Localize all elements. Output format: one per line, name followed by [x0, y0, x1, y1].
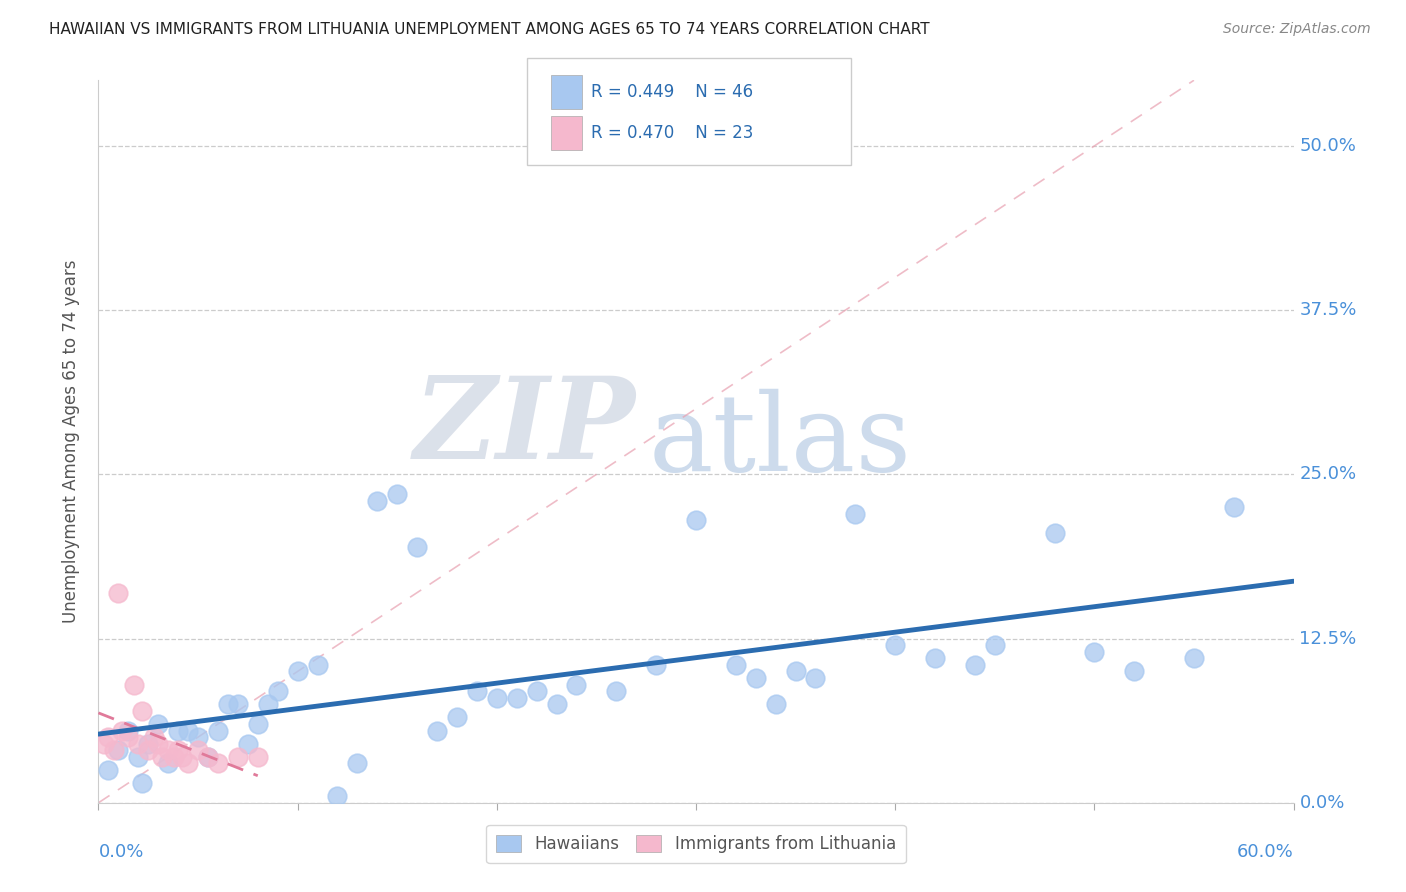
Point [197, 749, 219, 764]
Point [465, 684, 488, 698]
Point [217, 698, 239, 712]
Point [446, 710, 468, 724]
Point [645, 657, 668, 672]
Point [93, 737, 115, 751]
Point [207, 723, 229, 738]
Point [506, 690, 529, 705]
Point [1123, 665, 1146, 679]
Point [167, 743, 190, 757]
Point [117, 723, 139, 738]
Point [745, 671, 768, 685]
Text: R = 0.449    N = 46: R = 0.449 N = 46 [591, 83, 752, 101]
Point [256, 698, 278, 712]
Point [107, 743, 129, 757]
Point [226, 749, 249, 764]
Point [136, 737, 159, 751]
Point [107, 585, 129, 599]
Point [187, 743, 209, 757]
Text: 0.0%: 0.0% [1299, 794, 1346, 812]
Point [924, 651, 946, 665]
Point [605, 684, 627, 698]
Point [1223, 500, 1246, 515]
Point [287, 665, 309, 679]
Point [163, 749, 186, 764]
Point [167, 723, 190, 738]
Point [207, 756, 229, 771]
Point [366, 493, 388, 508]
Text: 0.0%: 0.0% [98, 843, 143, 861]
Text: R = 0.470    N = 23: R = 0.470 N = 23 [591, 124, 752, 142]
Point [785, 665, 807, 679]
Point [148, 737, 170, 751]
Point [226, 698, 249, 712]
Text: 60.0%: 60.0% [1237, 843, 1294, 861]
Point [177, 723, 200, 738]
Point [804, 671, 827, 685]
Point [124, 677, 146, 691]
Point [724, 657, 747, 672]
Point [984, 638, 1007, 652]
Point [326, 789, 349, 804]
Point [884, 638, 907, 652]
Point [765, 698, 787, 712]
Point [97, 730, 120, 744]
Text: 25.0%: 25.0% [1299, 466, 1357, 483]
Point [546, 698, 568, 712]
Point [844, 507, 866, 521]
Point [187, 730, 209, 744]
Point [117, 730, 139, 744]
Point [1043, 526, 1066, 541]
Text: 50.0%: 50.0% [1299, 137, 1357, 155]
Text: ZIP: ZIP [415, 372, 637, 483]
Legend: Hawaiians, Immigrants from Lithuania: Hawaiians, Immigrants from Lithuania [486, 825, 905, 863]
Text: Source: ZipAtlas.com: Source: ZipAtlas.com [1223, 22, 1371, 37]
Point [136, 743, 159, 757]
Point [150, 749, 173, 764]
Point [157, 756, 180, 771]
Point [127, 749, 149, 764]
Point [426, 723, 449, 738]
Point [197, 749, 219, 764]
Point [963, 657, 986, 672]
Text: atlas: atlas [648, 389, 911, 494]
Point [565, 677, 588, 691]
Point [1083, 645, 1105, 659]
Point [131, 776, 153, 790]
Point [148, 717, 170, 731]
Point [236, 737, 259, 751]
Point [307, 657, 329, 672]
Point [685, 513, 707, 527]
Point [172, 749, 194, 764]
Point [267, 684, 290, 698]
Point [526, 684, 548, 698]
Point [246, 717, 269, 731]
Point [246, 749, 269, 764]
Point [127, 737, 149, 751]
Point [346, 756, 368, 771]
Text: HAWAIIAN VS IMMIGRANTS FROM LITHUANIA UNEMPLOYMENT AMONG AGES 65 TO 74 YEARS COR: HAWAIIAN VS IMMIGRANTS FROM LITHUANIA UN… [49, 22, 929, 37]
Point [111, 723, 134, 738]
Point [143, 730, 166, 744]
Point [1182, 651, 1205, 665]
Point [385, 487, 409, 501]
Point [177, 756, 200, 771]
Point [157, 743, 180, 757]
Y-axis label: Unemployment Among Ages 65 to 74 years: Unemployment Among Ages 65 to 74 years [62, 260, 80, 624]
Text: 12.5%: 12.5% [1299, 630, 1357, 648]
Point [131, 704, 153, 718]
Point [485, 690, 508, 705]
Text: 37.5%: 37.5% [1299, 301, 1357, 319]
Point [103, 743, 125, 757]
Point [97, 763, 120, 777]
Point [406, 540, 429, 554]
